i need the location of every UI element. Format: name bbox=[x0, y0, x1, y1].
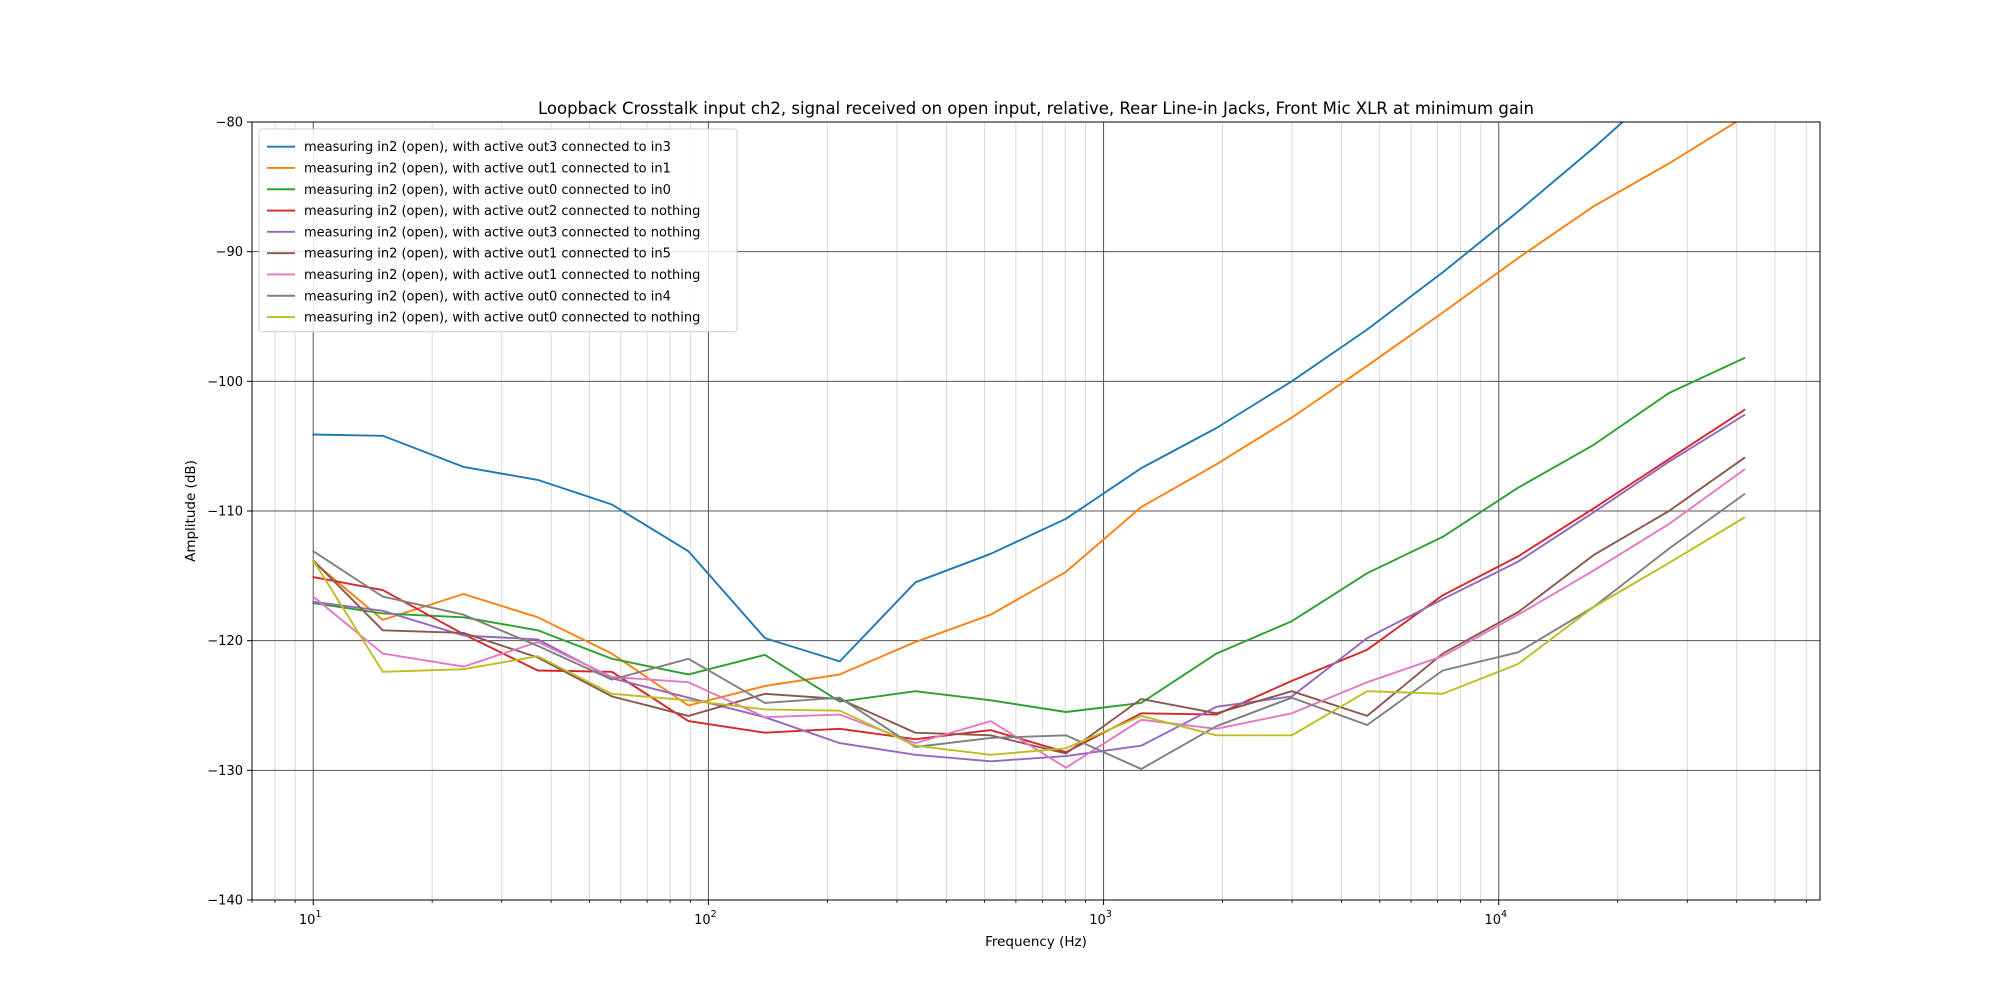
y-tick-label: −80 bbox=[216, 116, 243, 131]
series-line-7 bbox=[312, 468, 1746, 769]
series-line-9 bbox=[312, 516, 1746, 756]
x-tick-exponent: 4 bbox=[1501, 909, 1507, 920]
legend-label-5: measuring in2 (open), with active out3 c… bbox=[304, 225, 700, 240]
x-tick-exponent: 2 bbox=[711, 909, 717, 920]
legend-label-9: measuring in2 (open), with active out0 c… bbox=[304, 311, 700, 326]
chart-title: Loopback Crosstalk input ch2, signal rec… bbox=[538, 99, 1534, 118]
series-line-1 bbox=[312, 122, 1624, 663]
legend-label-1: measuring in2 (open), with active out3 c… bbox=[304, 140, 671, 155]
legend-label-3: measuring in2 (open), with active out0 c… bbox=[304, 183, 671, 198]
series-lines bbox=[312, 122, 1746, 770]
series-line-4 bbox=[312, 408, 1746, 754]
y-axis-label: Amplitude (dB) bbox=[183, 460, 199, 562]
legend: measuring in2 (open), with active out3 c… bbox=[258, 128, 738, 333]
legend-label-6: measuring in2 (open), with active out1 c… bbox=[304, 247, 671, 262]
y-tick-label: −130 bbox=[207, 764, 243, 779]
legend-label-7: measuring in2 (open), with active out1 c… bbox=[304, 268, 700, 283]
series-line-2 bbox=[312, 122, 1738, 707]
y-tick-label: −140 bbox=[207, 894, 243, 909]
y-tick-label: −100 bbox=[207, 375, 243, 390]
legend-box bbox=[258, 128, 738, 333]
legend-label-4: measuring in2 (open), with active out2 c… bbox=[304, 204, 700, 219]
legend-label-8: measuring in2 (open), with active out0 c… bbox=[304, 289, 671, 304]
y-tick-label: −90 bbox=[216, 245, 243, 260]
series-line-8 bbox=[312, 493, 1746, 770]
x-axis-label: Frequency (Hz) bbox=[985, 934, 1087, 950]
x-tick-exponent: 3 bbox=[1106, 909, 1112, 920]
x-tick-exponent: 1 bbox=[315, 909, 321, 920]
axis-ticks: 101 102 103 104−140−130−120−110−100−90−80 bbox=[207, 116, 1807, 928]
series-line-3 bbox=[312, 357, 1746, 713]
series-line-5 bbox=[312, 414, 1746, 763]
y-tick-label: −120 bbox=[207, 634, 243, 649]
legend-label-2: measuring in2 (open), with active out1 c… bbox=[304, 161, 671, 176]
y-tick-label: −110 bbox=[207, 505, 243, 520]
